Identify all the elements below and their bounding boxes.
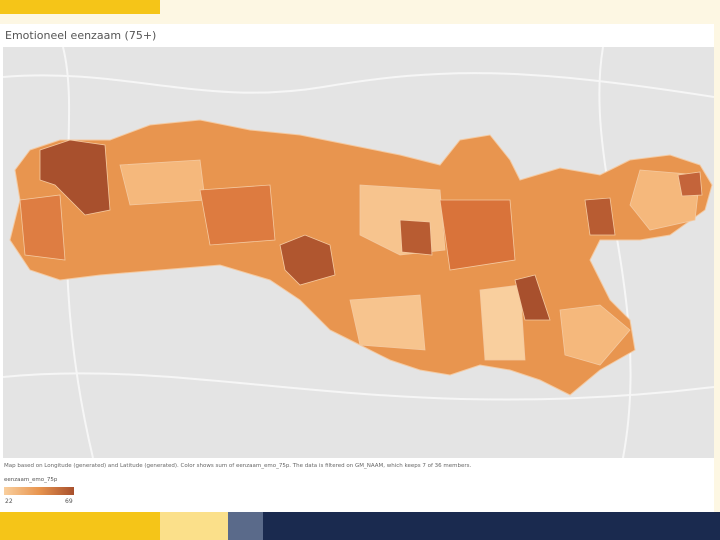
legend-gradient: [4, 487, 74, 495]
map-note: Map based on Longitude (generated) and L…: [4, 463, 472, 469]
footer-bar: [0, 512, 160, 540]
legend-max: 69: [65, 498, 73, 505]
footer-bar: [160, 512, 228, 540]
legend-title: eenzaam_emo_75p: [4, 477, 58, 483]
legend-min: 22: [5, 498, 13, 505]
municipality-patches: [19, 139, 703, 366]
top-accent-bar: [0, 0, 160, 14]
footer-bar: [263, 512, 720, 540]
map: [3, 47, 714, 458]
footer-bar: [228, 512, 263, 540]
map-title: Emotioneel eenzaam (75+): [5, 29, 157, 42]
